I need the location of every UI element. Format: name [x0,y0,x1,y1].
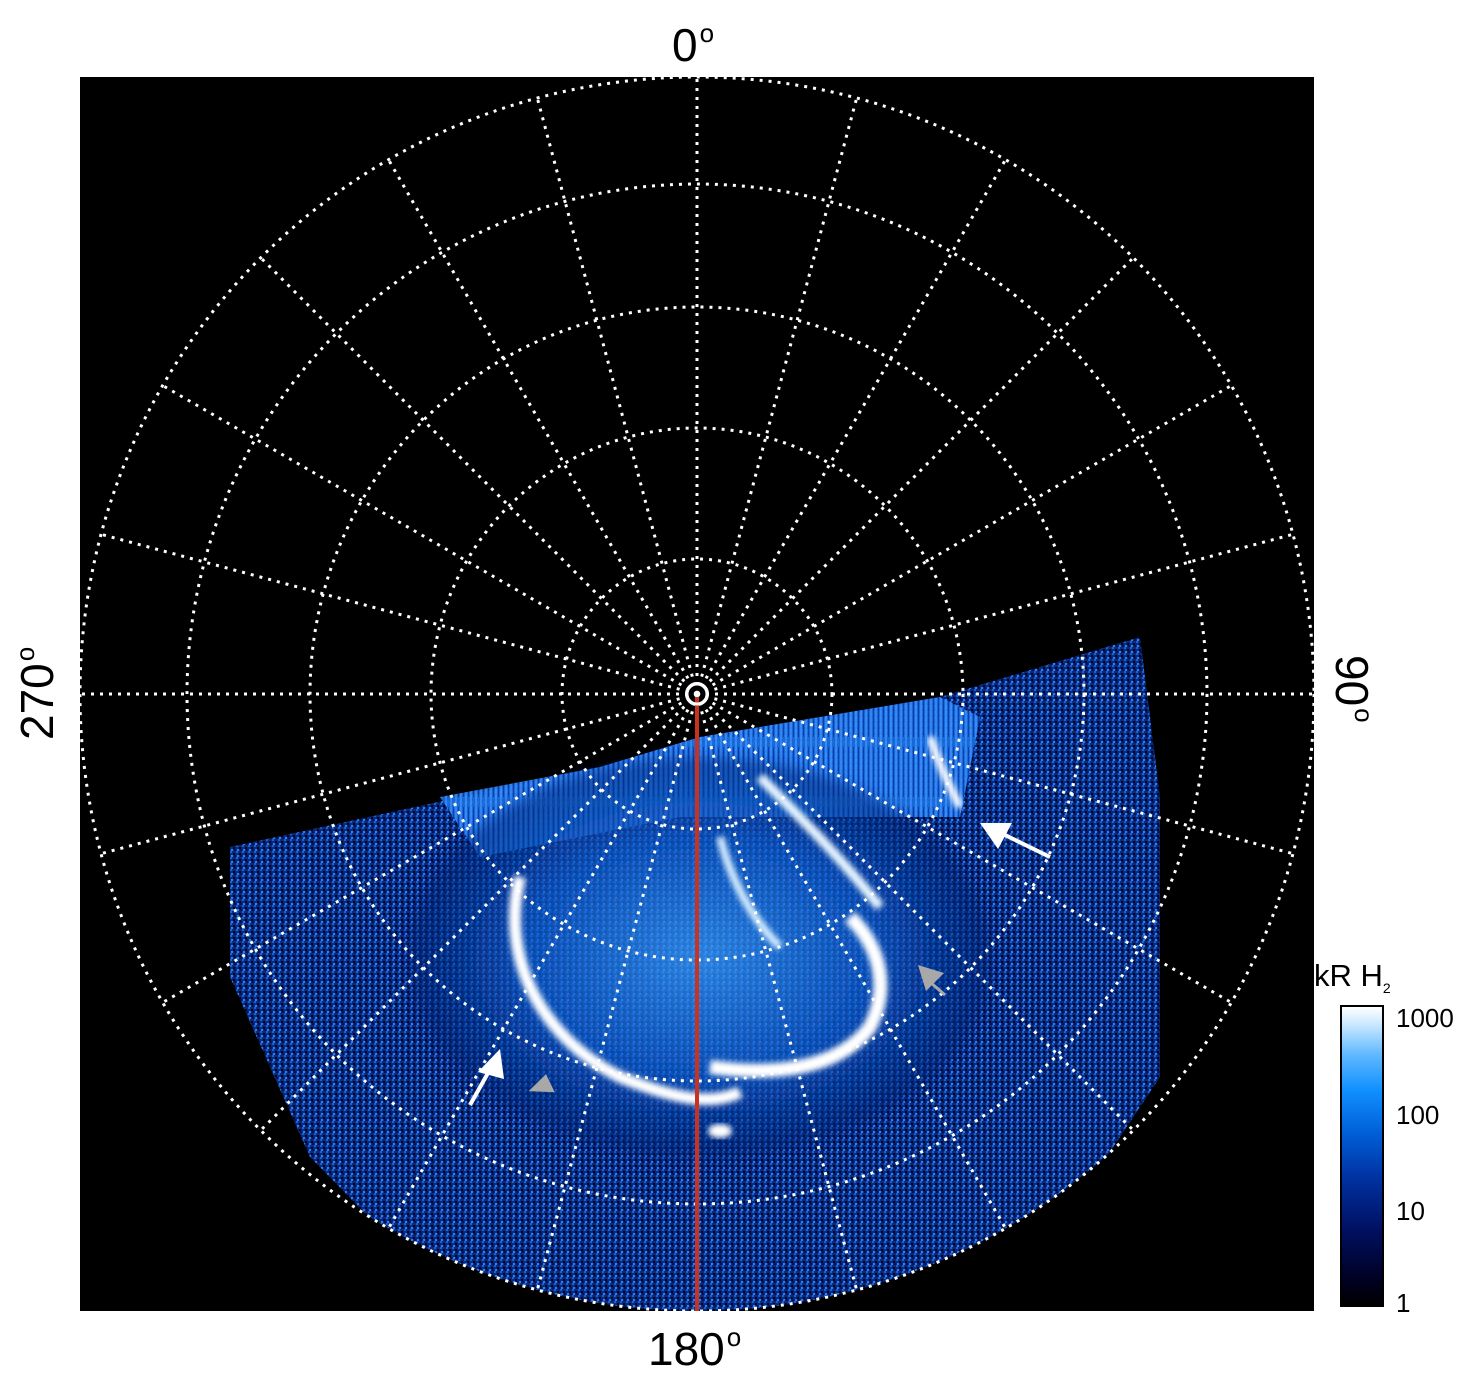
white-arrow-right [980,823,1051,859]
colorbar-tick-label: 1 [1396,1288,1411,1318]
colorbar-tick-label: 10 [1396,1196,1425,1226]
white-arrow-left [468,1049,504,1106]
longitude-line [100,532,698,696]
polar-emission [926,735,964,809]
longitude-label-90: 90o [1326,655,1379,723]
pole-marker [685,682,709,706]
longitude-line [387,693,699,1230]
longitude-line [696,532,1294,696]
longitude-line [535,97,699,695]
longitude-line [259,256,699,696]
longitude-line [387,158,699,695]
longitude-line [259,692,699,1132]
colorbar-title: kR H2 [1314,958,1391,997]
main-oval-dawn [709,912,888,1078]
colorbar [1340,1005,1384,1307]
colorbar-tick-label: 1000 [1396,1003,1454,1033]
longitude-line [100,692,698,856]
main-oval-dusk [508,875,743,1106]
longitude-line [696,692,1233,1004]
longitude-line [695,693,859,1291]
longitude-line [696,384,1233,696]
longitude-line [695,97,859,695]
longitude-line [695,256,1135,696]
longitude-line [695,158,1007,695]
longitude-line [696,692,1294,856]
longitude-label-270: 270o [10,646,63,740]
longitude-line [535,693,699,1291]
longitude-label-180: 180o [648,1322,742,1375]
aurora-polar-map [80,77,1314,1311]
longitude-line [161,384,698,696]
latitude-circle [429,426,965,962]
gray-arrow-left [528,1074,555,1093]
colorbar-tick-label: 100 [1396,1100,1440,1130]
gray-arrow-right [918,965,946,997]
longitude-label-0: 0o [672,18,715,71]
longitude-line [695,693,1007,1230]
longitude-line [695,692,1135,1132]
longitude-line [161,692,698,1004]
